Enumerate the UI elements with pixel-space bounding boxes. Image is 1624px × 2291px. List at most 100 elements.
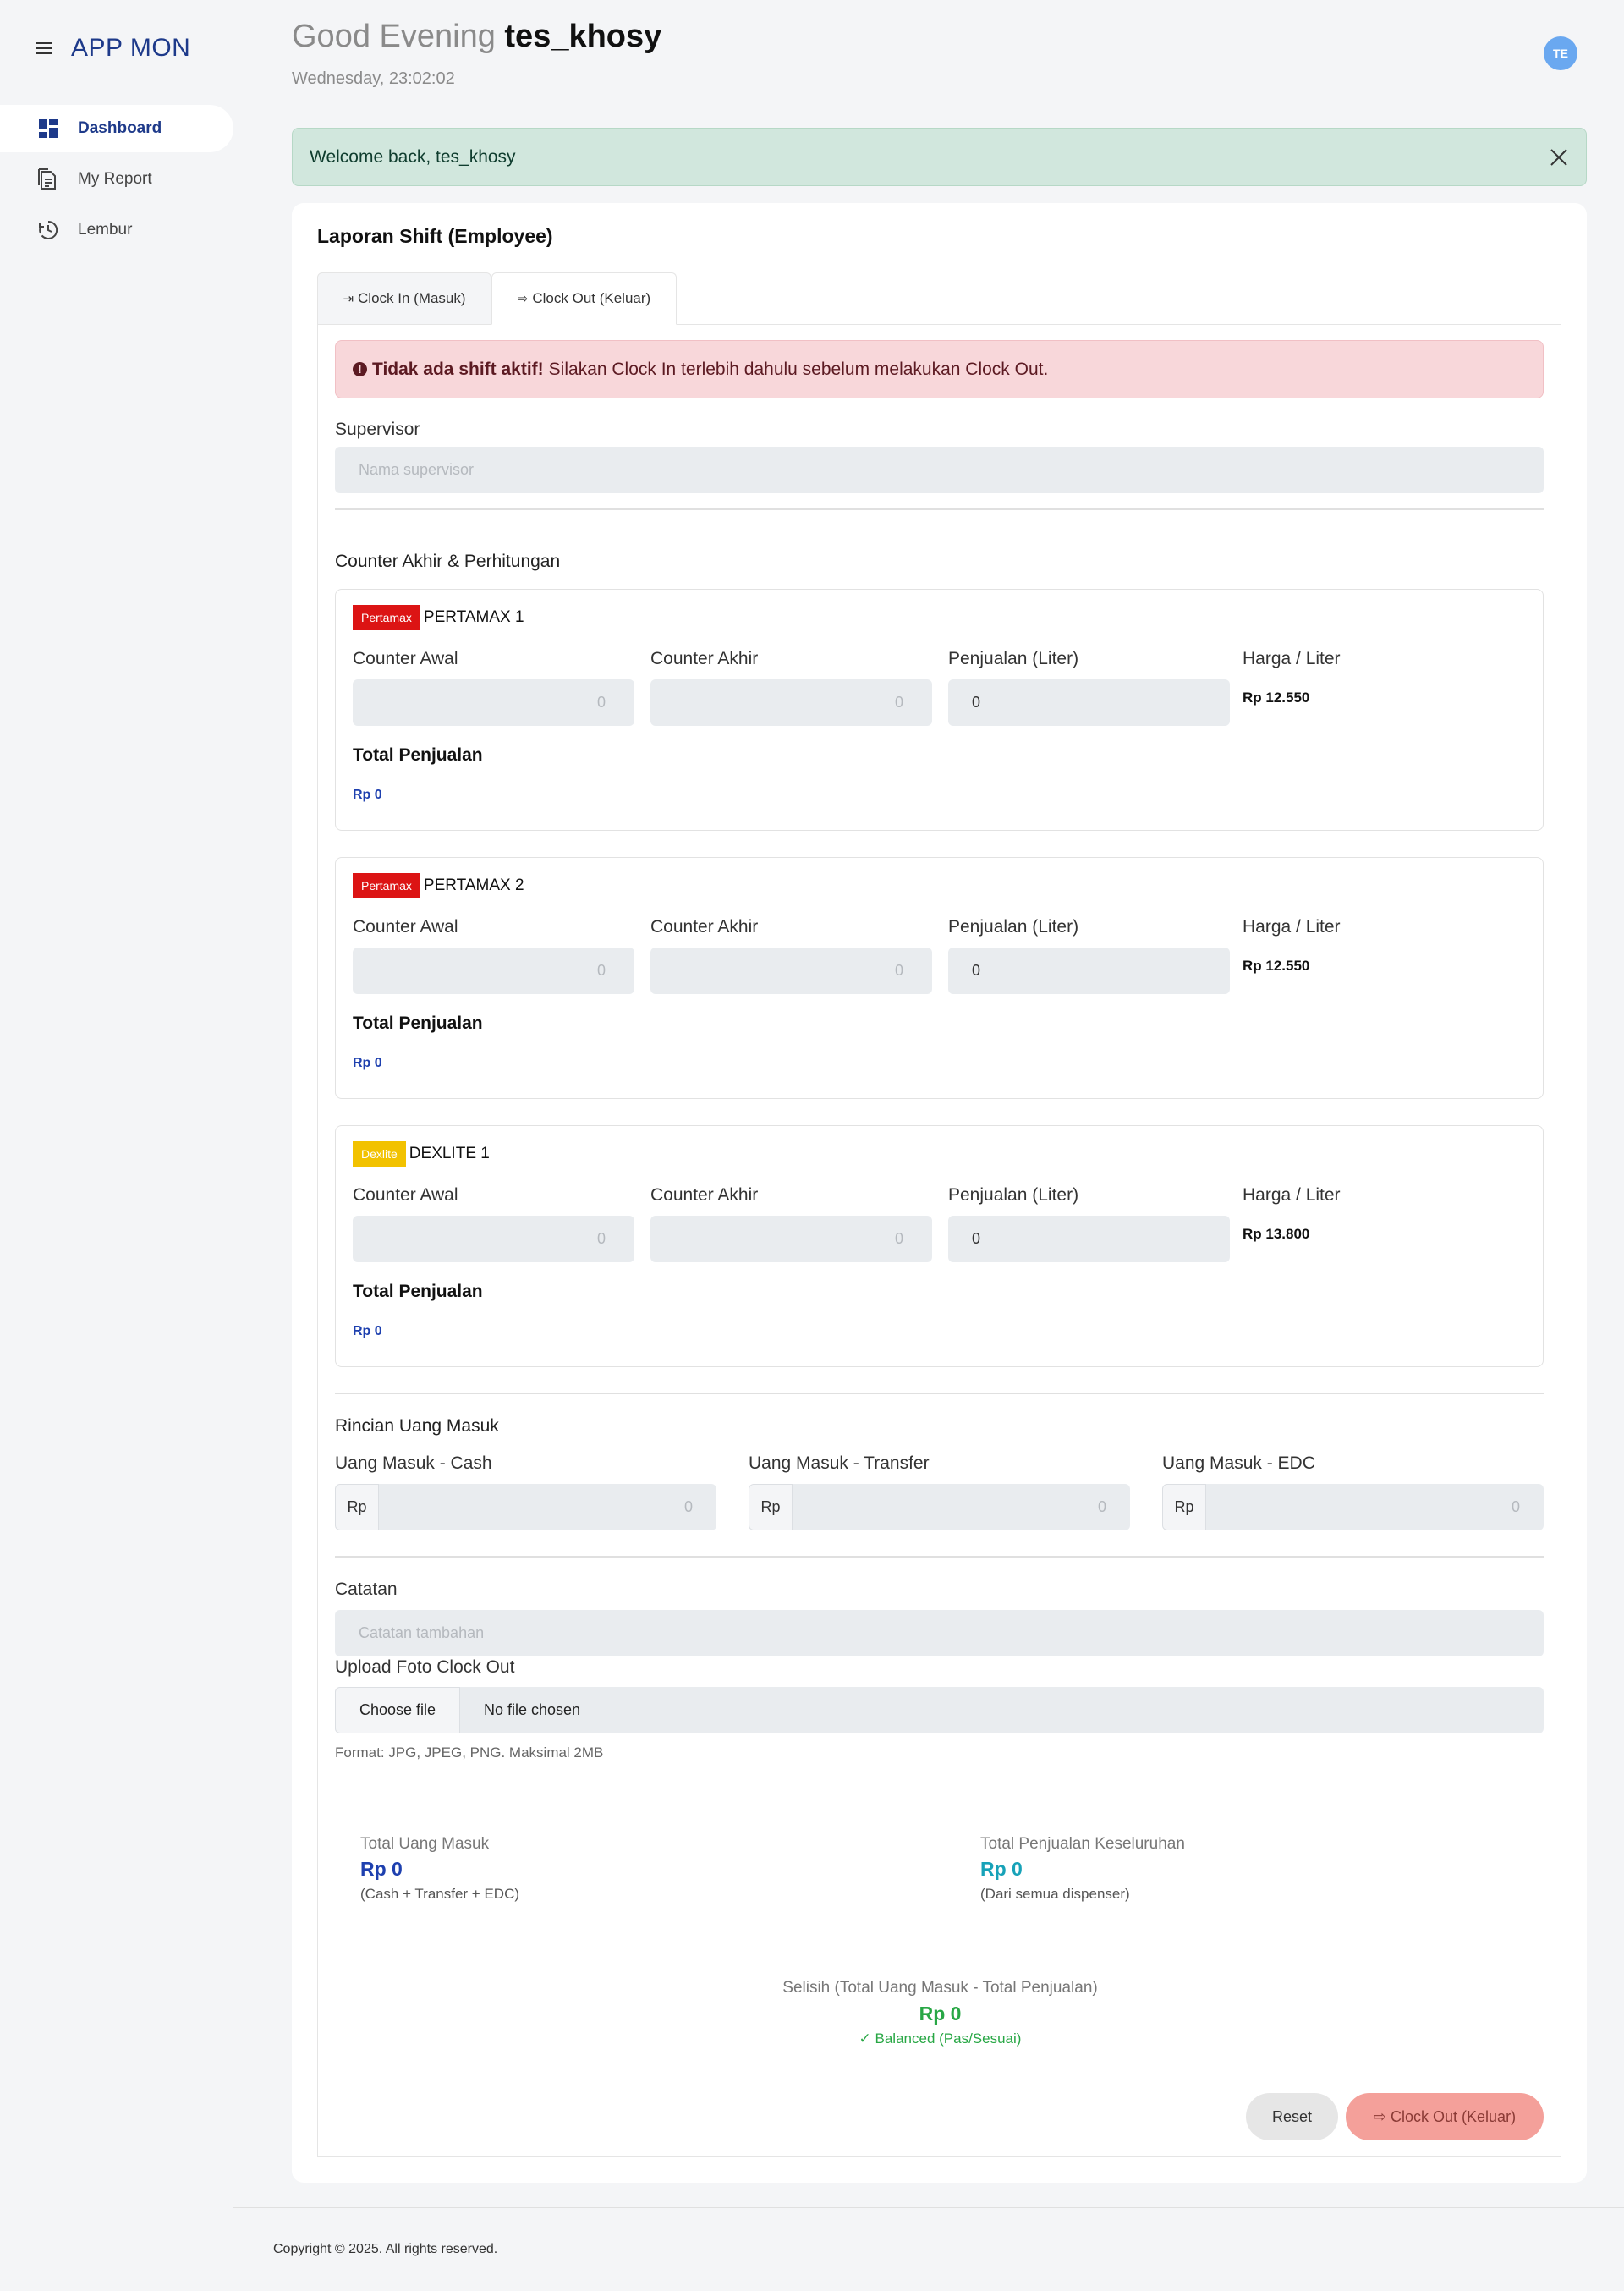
cash-input[interactable]: 0: [379, 1484, 716, 1530]
total-penjualan-label: Total Penjualan: [353, 1014, 483, 1033]
clock-out-button-label: Clock Out (Keluar): [1391, 2107, 1517, 2125]
welcome-alert-text: Welcome back, tes_khosy: [310, 146, 516, 167]
counter-akhir-input[interactable]: 0: [650, 948, 932, 994]
total-uang-label: Total Uang Masuk: [360, 1835, 490, 1853]
total-penjualan-keseluruhan-note: (Dari semua dispenser): [980, 1886, 1130, 1902]
total-penjualan-keseluruhan-value: Rp 0: [980, 1858, 1023, 1880]
harga-value: Rp 13.800: [1243, 1226, 1310, 1242]
welcome-alert: Welcome back, tes_khosy: [292, 128, 1587, 186]
footer-copyright: Copyright © 2025. All rights reserved.: [273, 2242, 498, 2256]
clock-out-button[interactable]: ⇨ Clock Out (Keluar): [1346, 2093, 1544, 2140]
counter-awal-input[interactable]: 0: [353, 948, 634, 994]
file-status: No file chosen: [484, 1701, 581, 1718]
fuel-badge: Pertamax: [353, 873, 420, 898]
sidebar-item-dashboard[interactable]: Dashboard: [0, 105, 233, 152]
error-alert: ! Tidak ada shift aktif! Silakan Clock I…: [335, 340, 1544, 398]
sidebar: APP MON Dashboard My Report Lembur: [0, 0, 233, 2291]
sign-out-icon: ⇨: [1373, 2107, 1387, 2125]
total-penjualan-label: Total Penjualan: [353, 1282, 483, 1301]
close-icon[interactable]: [1549, 147, 1569, 168]
error-alert-text: Silakan Clock In terlebih dahulu sebelum…: [548, 359, 1049, 379]
currency-prefix: Rp: [1162, 1484, 1206, 1530]
upload-file-input[interactable]: Choose file No file chosen: [335, 1687, 1544, 1733]
harga-label: Harga / Liter: [1243, 649, 1341, 668]
current-datetime: Wednesday, 23:02:02: [292, 69, 455, 88]
sidebar-item-label: Dashboard: [78, 119, 162, 137]
choose-file-button[interactable]: Choose file: [335, 1687, 460, 1733]
total-penjualan-value: Rp 0: [353, 1324, 382, 1338]
tab-clock-in[interactable]: ⇥ Clock In (Masuk): [317, 272, 491, 325]
total-penjualan-keseluruhan-label: Total Penjualan Keseluruhan: [980, 1835, 1185, 1853]
transfer-input-group: Rp 0: [749, 1484, 1130, 1530]
penjualan-input[interactable]: 0: [948, 948, 1230, 994]
report-icon: [37, 168, 59, 190]
counter-section-title: Counter Akhir & Perhitungan: [335, 552, 561, 571]
sidebar-item-my-report[interactable]: My Report: [0, 156, 233, 203]
penjualan-input[interactable]: 0: [948, 679, 1230, 726]
counter-akhir-input[interactable]: 0: [650, 1216, 932, 1262]
penjualan-label: Penjualan (Liter): [948, 1185, 1079, 1205]
counter-awal-input[interactable]: 0: [353, 1216, 634, 1262]
greeting-prefix: Good Evening: [292, 19, 496, 54]
penjualan-input[interactable]: 0: [948, 1216, 1230, 1262]
currency-prefix: Rp: [749, 1484, 793, 1530]
dispenser-header: Pertamax PERTAMAX 1: [353, 605, 524, 630]
total-uang-note: (Cash + Transfer + EDC): [360, 1886, 520, 1902]
counter-awal-label: Counter Awal: [353, 649, 458, 668]
supervisor-label: Supervisor: [335, 420, 420, 439]
penjualan-label: Penjualan (Liter): [948, 917, 1079, 937]
counter-akhir-input[interactable]: 0: [650, 679, 932, 726]
total-penjualan-value: Rp 0: [353, 1056, 382, 1070]
fuel-badge: Pertamax: [353, 605, 420, 630]
reset-button[interactable]: Reset: [1246, 2093, 1338, 2140]
brand-title: APP MON: [71, 34, 191, 62]
edc-input-group: Rp 0: [1162, 1484, 1544, 1530]
total-penjualan-label: Total Penjualan: [353, 745, 483, 765]
card-title: Laporan Shift (Employee): [317, 225, 553, 247]
edc-label: Uang Masuk - EDC: [1162, 1453, 1315, 1473]
counter-awal-input[interactable]: 0: [353, 679, 634, 726]
sidebar-nav: Dashboard My Report Lembur: [0, 105, 233, 257]
counter-awal-label: Counter Awal: [353, 917, 458, 937]
clock-history-icon: [37, 219, 59, 241]
total-penjualan-value: Rp 0: [353, 788, 382, 802]
sidebar-item-lembur[interactable]: Lembur: [0, 206, 233, 254]
sign-in-icon: ⇥: [343, 292, 354, 306]
transfer-input[interactable]: 0: [793, 1484, 1130, 1530]
penjualan-label: Penjualan (Liter): [948, 649, 1079, 668]
dispenser-card: Pertamax PERTAMAX 1 Counter Awal Counter…: [335, 589, 1544, 831]
divider: [335, 508, 1544, 510]
exclamation-circle-icon: !: [353, 362, 367, 376]
total-uang-value: Rp 0: [360, 1858, 403, 1880]
notes-input[interactable]: Catatan tambahan: [335, 1610, 1544, 1656]
dispenser-header: Pertamax PERTAMAX 2: [353, 873, 524, 898]
sign-out-icon: ⇨: [517, 292, 529, 306]
divider: [335, 1556, 1544, 1558]
dispenser-name: DEXLITE 1: [409, 1145, 490, 1162]
cash-label: Uang Masuk - Cash: [335, 1453, 492, 1473]
avatar[interactable]: TE: [1544, 36, 1577, 70]
divider: [335, 1393, 1544, 1394]
dashboard-icon: [37, 118, 59, 140]
dispenser-header: Dexlite DEXLITE 1: [353, 1141, 490, 1167]
fuel-badge: Dexlite: [353, 1141, 406, 1167]
edc-input[interactable]: 0: [1206, 1484, 1544, 1530]
error-alert-bold: Tidak ada shift aktif!: [372, 359, 544, 379]
tab-clock-out[interactable]: ⇨ Clock Out (Keluar): [491, 272, 677, 325]
selisih-value: Rp 0: [919, 2003, 962, 2025]
hamburger-menu-icon[interactable]: [36, 41, 54, 55]
sidebar-item-label: My Report: [78, 170, 152, 188]
currency-prefix: Rp: [335, 1484, 379, 1530]
dispenser-card: Pertamax PERTAMAX 2 Counter Awal Counter…: [335, 857, 1544, 1099]
tabs: ⇥ Clock In (Masuk) ⇨ Clock Out (Keluar): [317, 272, 1561, 325]
dispenser-name: PERTAMAX 2: [423, 876, 524, 894]
cash-input-group: Rp 0: [335, 1484, 716, 1530]
tab-label: Clock In (Masuk): [358, 290, 466, 306]
dispenser-name: PERTAMAX 1: [423, 608, 524, 626]
greeting: Good Evening tes_khosy: [292, 19, 661, 55]
brand: APP MON: [36, 34, 190, 63]
sidebar-item-label: Lembur: [78, 221, 133, 239]
transfer-label: Uang Masuk - Transfer: [749, 1453, 930, 1473]
money-section-title: Rincian Uang Masuk: [335, 1416, 499, 1436]
supervisor-input[interactable]: Nama supervisor: [335, 447, 1544, 493]
